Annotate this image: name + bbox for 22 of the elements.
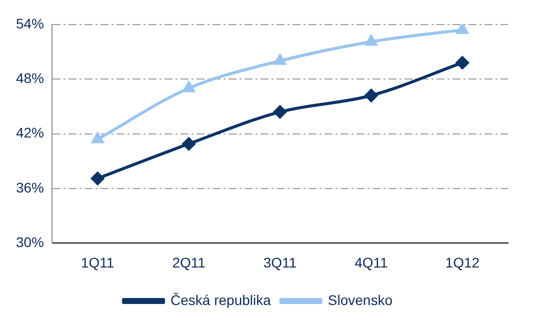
y-tick-label: 42% bbox=[16, 124, 44, 141]
point bbox=[182, 82, 195, 92]
legend-label: Česká republika bbox=[170, 292, 272, 308]
point bbox=[365, 35, 378, 46]
point bbox=[456, 56, 469, 70]
x-tick-label: 3Q11 bbox=[263, 254, 297, 270]
point bbox=[91, 172, 104, 185]
x-tick-label: 4Q11 bbox=[354, 254, 388, 270]
point bbox=[456, 24, 468, 34]
y-tick-label: 48% bbox=[16, 70, 44, 86]
point bbox=[364, 89, 378, 102]
legend-label: Slovensko bbox=[328, 292, 393, 308]
x-tick-label: 1Q11 bbox=[81, 254, 114, 270]
point bbox=[182, 137, 196, 150]
y-tick-label: 54% bbox=[16, 15, 44, 32]
y-tick-label: 30% bbox=[16, 234, 44, 250]
point bbox=[92, 132, 104, 144]
x-tick-label: 1Q12 bbox=[445, 254, 480, 270]
x-tick-label: 2Q11 bbox=[172, 254, 206, 270]
point bbox=[274, 105, 287, 118]
y-tick-label: 36% bbox=[16, 179, 44, 196]
point bbox=[274, 54, 286, 65]
